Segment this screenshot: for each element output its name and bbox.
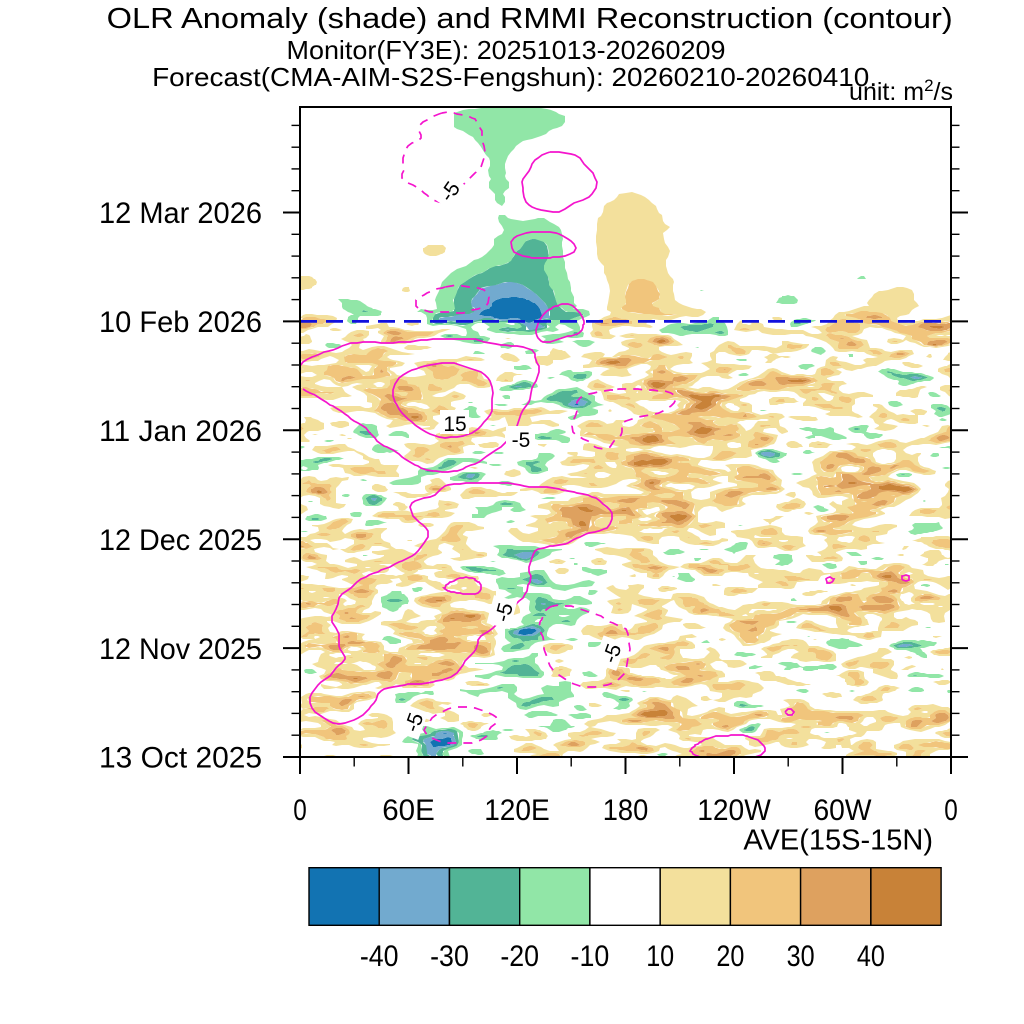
svg-text:12 Nov 2025: 12 Nov 2025 bbox=[99, 633, 262, 666]
svg-text:12 Mar 2026: 12 Mar 2026 bbox=[99, 197, 262, 230]
svg-text:15: 15 bbox=[443, 413, 466, 436]
svg-text:60E: 60E bbox=[382, 794, 435, 827]
svg-text:Monitor(FY3E): 20251013-202602: Monitor(FY3E): 20251013-20260209 bbox=[287, 35, 726, 65]
svg-text:60W: 60W bbox=[814, 794, 873, 827]
svg-text:120E: 120E bbox=[484, 794, 550, 827]
svg-text:120W: 120W bbox=[697, 794, 771, 827]
svg-text:0: 0 bbox=[944, 794, 958, 827]
svg-text:10: 10 bbox=[646, 940, 674, 973]
svg-text:40: 40 bbox=[857, 940, 885, 973]
svg-text:0: 0 bbox=[293, 794, 307, 827]
svg-text:13 Oct 2025: 13 Oct 2025 bbox=[99, 742, 262, 775]
svg-text:11 Jan 2026: 11 Jan 2026 bbox=[99, 415, 262, 448]
svg-text:-30: -30 bbox=[430, 940, 469, 973]
svg-text:-40: -40 bbox=[360, 940, 399, 973]
svg-text:30: 30 bbox=[787, 940, 815, 973]
svg-text:-5: -5 bbox=[512, 429, 531, 452]
svg-text:AVE(15S-15N): AVE(15S-15N) bbox=[743, 825, 933, 857]
svg-text:20: 20 bbox=[716, 940, 744, 973]
svg-text:12 Dec 2025: 12 Dec 2025 bbox=[99, 524, 262, 557]
svg-text:unit: m2/s: unit: m2/s bbox=[849, 76, 953, 106]
svg-text:OLR Anomaly (shade) and RMMI R: OLR Anomaly (shade) and RMMI Reconstruct… bbox=[107, 3, 953, 35]
svg-text:10 Feb 2026: 10 Feb 2026 bbox=[99, 306, 262, 339]
svg-text:180: 180 bbox=[603, 794, 649, 827]
svg-text:Forecast(CMA-AIM-S2S-Fengshun): Forecast(CMA-AIM-S2S-Fengshun): 20260210… bbox=[152, 62, 877, 92]
svg-text:-10: -10 bbox=[571, 940, 610, 973]
svg-text:-20: -20 bbox=[500, 940, 539, 973]
